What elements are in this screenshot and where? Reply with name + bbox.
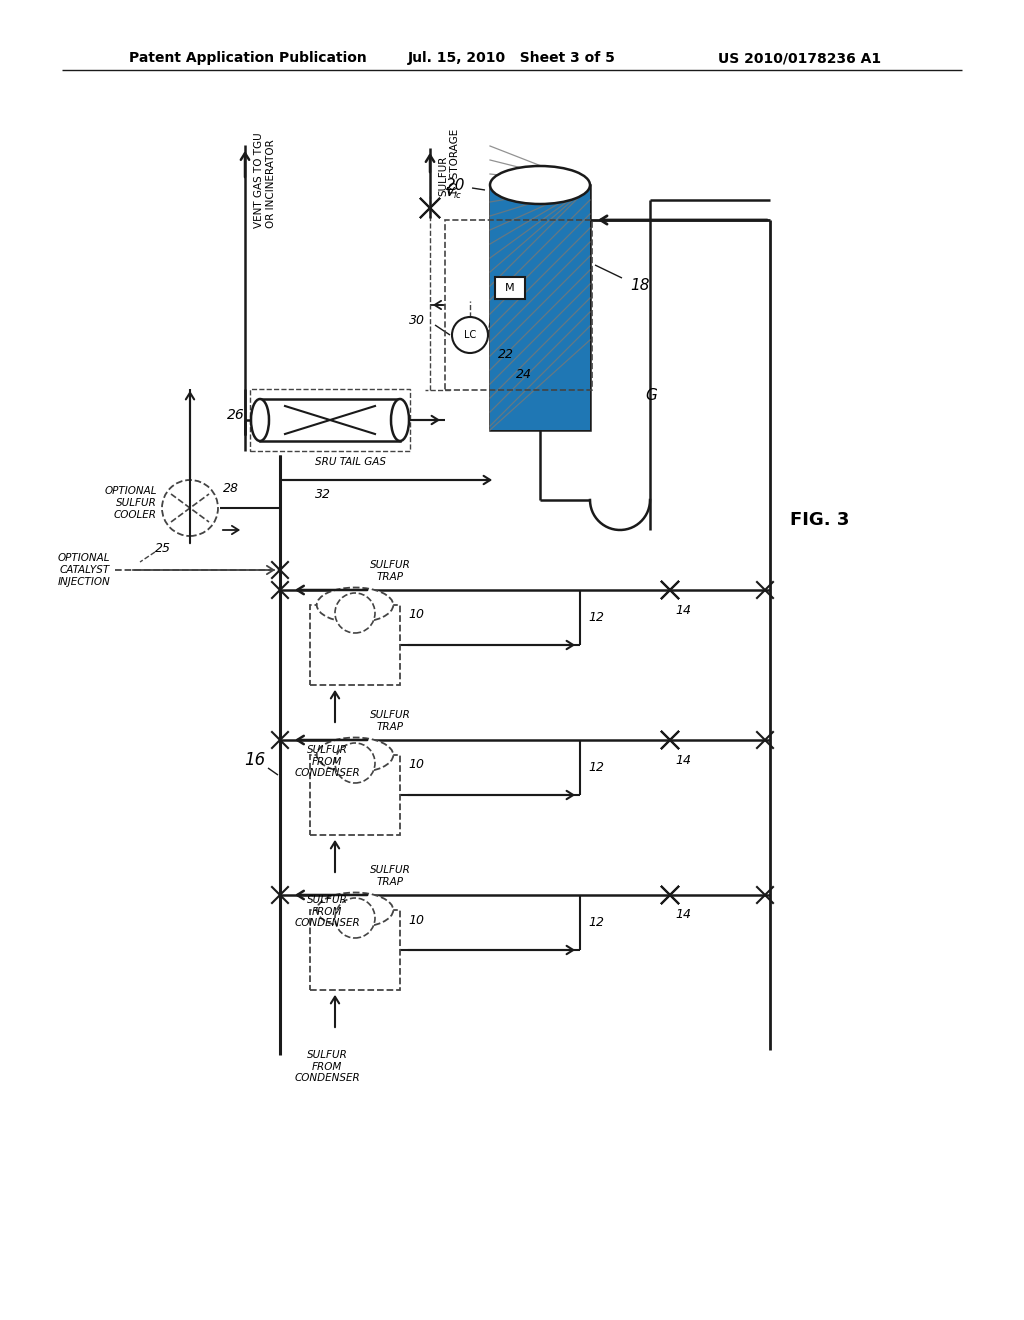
Text: 14: 14 xyxy=(675,754,691,767)
Polygon shape xyxy=(662,581,679,599)
Text: M: M xyxy=(505,282,515,293)
Text: 14: 14 xyxy=(675,603,691,616)
Text: 12: 12 xyxy=(588,611,604,624)
Text: 10: 10 xyxy=(408,609,424,622)
Polygon shape xyxy=(662,886,679,904)
Polygon shape xyxy=(662,731,679,748)
Bar xyxy=(310,909,400,990)
Polygon shape xyxy=(662,886,679,904)
Text: OPTIONAL
CATALYST
INJECTION: OPTIONAL CATALYST INJECTION xyxy=(57,553,110,586)
Text: LC: LC xyxy=(464,330,476,341)
Polygon shape xyxy=(420,198,440,218)
Text: SRU TAIL GAS: SRU TAIL GAS xyxy=(315,457,386,467)
Text: SULFUR
FROM
CONDENSER: SULFUR FROM CONDENSER xyxy=(294,1049,359,1084)
Text: 18: 18 xyxy=(630,277,649,293)
Text: 30: 30 xyxy=(409,314,425,326)
Ellipse shape xyxy=(316,738,393,772)
Text: SULFUR
FROM
CONDENSER: SULFUR FROM CONDENSER xyxy=(294,895,359,928)
Text: VENT GAS TO TGU
OR INCINERATOR: VENT GAS TO TGU OR INCINERATOR xyxy=(254,132,275,228)
Text: 10: 10 xyxy=(408,913,424,927)
Polygon shape xyxy=(420,198,440,218)
Polygon shape xyxy=(662,581,679,599)
Text: SULFUR
TO STORAGE: SULFUR TO STORAGE xyxy=(438,128,460,195)
Bar xyxy=(490,185,590,430)
Text: 24: 24 xyxy=(516,368,532,381)
Text: G: G xyxy=(645,388,656,403)
Bar xyxy=(495,277,525,300)
Text: 16: 16 xyxy=(244,751,265,770)
Text: SULFUR
FROM
CONDENSER: SULFUR FROM CONDENSER xyxy=(294,744,359,779)
Text: 26: 26 xyxy=(227,408,245,422)
Bar xyxy=(250,389,410,451)
Text: 12: 12 xyxy=(588,916,604,929)
Circle shape xyxy=(335,743,375,783)
Text: 12: 12 xyxy=(588,762,604,774)
Text: 20: 20 xyxy=(445,177,465,193)
Text: SULFUR
TRAP: SULFUR TRAP xyxy=(370,561,411,582)
Text: FIG. 3: FIG. 3 xyxy=(791,511,850,529)
Text: 28: 28 xyxy=(223,482,239,495)
Circle shape xyxy=(335,593,375,634)
Text: Jul. 15, 2010   Sheet 3 of 5: Jul. 15, 2010 Sheet 3 of 5 xyxy=(408,51,616,65)
Text: $V_{lc}$: $V_{lc}$ xyxy=(445,185,463,201)
Text: 32: 32 xyxy=(315,488,331,502)
Text: SULFUR
TRAP: SULFUR TRAP xyxy=(370,866,411,887)
Text: 14: 14 xyxy=(675,908,691,921)
Text: 10: 10 xyxy=(408,759,424,771)
Ellipse shape xyxy=(251,399,269,441)
Text: Patent Application Publication: Patent Application Publication xyxy=(129,51,367,65)
Circle shape xyxy=(452,317,488,352)
Ellipse shape xyxy=(391,399,409,441)
Text: 25: 25 xyxy=(155,541,171,554)
Circle shape xyxy=(335,898,375,939)
Text: SULFUR
TRAP: SULFUR TRAP xyxy=(370,710,411,733)
Ellipse shape xyxy=(316,892,393,928)
Bar xyxy=(310,755,400,836)
Bar xyxy=(445,220,592,389)
Bar xyxy=(310,605,400,685)
Polygon shape xyxy=(662,731,679,748)
Circle shape xyxy=(162,480,218,536)
Text: 22: 22 xyxy=(498,348,514,362)
Ellipse shape xyxy=(316,587,393,623)
Bar xyxy=(260,399,400,441)
Text: OPTIONAL
SULFUR
COOLER: OPTIONAL SULFUR COOLER xyxy=(104,486,157,520)
Ellipse shape xyxy=(490,166,590,205)
Bar xyxy=(490,185,590,430)
Text: US 2010/0178236 A1: US 2010/0178236 A1 xyxy=(719,51,882,65)
